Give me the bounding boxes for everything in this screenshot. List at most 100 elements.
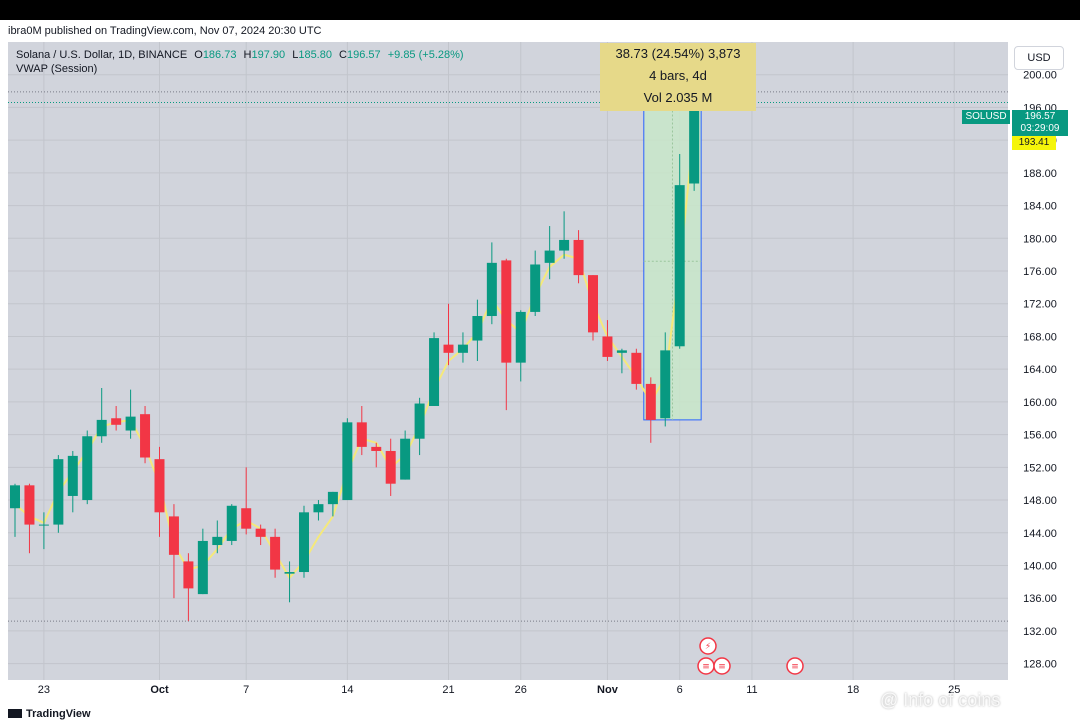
tradingview-brand: TradingView xyxy=(8,708,91,720)
legend-ohlc: Solana / U.S. Dollar, 1D, BINANCE O186.7… xyxy=(16,49,468,61)
candle-up xyxy=(197,540,208,595)
candle-up xyxy=(226,505,237,541)
price-tick-label: 144.00 xyxy=(1023,528,1057,540)
time-tick-label: 23 xyxy=(38,684,50,696)
vwap-line xyxy=(14,128,696,580)
candle-up xyxy=(313,504,324,513)
price-tick-label: 180.00 xyxy=(1023,233,1057,245)
price-tick-label: 200.00 xyxy=(1023,70,1057,82)
measure-change: 38.73 (24.54%) 3,873 xyxy=(615,46,741,61)
candle-down xyxy=(645,383,656,420)
us-economic-event-icon xyxy=(713,657,731,675)
candle-down xyxy=(573,239,584,276)
candle-up xyxy=(414,403,425,439)
legend-open: O186.73 xyxy=(194,49,237,61)
earnings-event-icon xyxy=(699,637,717,655)
legend-low: L185.80 xyxy=(292,49,332,61)
legend-close: C196.57 xyxy=(339,49,381,61)
price-tick-label: 128.00 xyxy=(1023,659,1057,671)
legend-vwap: VWAP (Session) xyxy=(16,63,101,75)
top-black-bar xyxy=(0,0,1080,20)
candle-down xyxy=(270,536,281,570)
candle-up xyxy=(400,438,411,480)
time-tick-label: 14 xyxy=(341,684,353,696)
candle-down xyxy=(168,516,179,555)
candle-up xyxy=(660,350,671,419)
candle-up xyxy=(67,455,78,496)
price-tick-label: 140.00 xyxy=(1023,560,1057,572)
time-tick-label: 6 xyxy=(677,684,683,696)
candle-up xyxy=(515,311,526,363)
candle-up xyxy=(544,250,555,263)
candle-up xyxy=(530,264,541,312)
bottom-bar xyxy=(0,706,1080,727)
price-tick-label: 136.00 xyxy=(1023,593,1057,605)
time-axis[interactable] xyxy=(8,680,1072,704)
candle-down xyxy=(255,528,266,537)
price-tick-label: 176.00 xyxy=(1023,266,1057,278)
time-tick-label: 25 xyxy=(948,684,960,696)
legend-symbol: Solana / U.S. Dollar, 1D, BINANCE xyxy=(16,49,188,61)
us-economic-event-icon-glyph: ≡ xyxy=(718,662,726,672)
candle-down xyxy=(140,414,151,458)
time-tick-label: 26 xyxy=(515,684,527,696)
price-tick-label: 152.00 xyxy=(1023,462,1057,474)
price-tick-label: 168.00 xyxy=(1023,331,1057,343)
candle-down xyxy=(443,344,454,353)
candle-down xyxy=(371,446,382,451)
candle-up xyxy=(96,419,107,437)
candle-down xyxy=(356,422,367,447)
candle-down xyxy=(241,508,252,529)
candle-down xyxy=(111,418,122,425)
candle-up xyxy=(429,338,440,406)
time-tick-label: 18 xyxy=(847,684,859,696)
vwap-price-tag: 193.41 xyxy=(1012,136,1056,150)
legend-high: H197.90 xyxy=(243,49,286,61)
time-tick-label: 7 xyxy=(243,684,249,696)
us-economic-event-icon xyxy=(786,657,804,675)
measure-bars: 4 bars, 4d xyxy=(649,68,707,83)
measure-tooltip: 38.73 (24.54%) 3,873 4 bars, 4d Vol 2.03… xyxy=(600,43,756,111)
candle-up xyxy=(284,572,295,574)
candle-up xyxy=(327,491,338,505)
candle-up xyxy=(472,316,483,341)
candle-up xyxy=(10,485,20,509)
candle-up xyxy=(82,436,93,501)
measure-volume: Vol 2.035 M xyxy=(643,90,713,105)
candle-up xyxy=(125,416,136,431)
candle-down xyxy=(385,450,396,484)
price-tick-label: 160.00 xyxy=(1023,397,1057,409)
legend-vwap-label: VWAP (Session) xyxy=(16,63,98,75)
candle-up xyxy=(689,102,700,184)
earnings-event-icon-glyph: ⚡ xyxy=(705,642,711,652)
price-tick-label: 184.00 xyxy=(1023,201,1057,213)
currency-button[interactable]: USD xyxy=(1014,46,1064,70)
time-tick-label: 21 xyxy=(442,684,454,696)
last-price-tag: 196.57 03:29:09 xyxy=(1012,110,1068,136)
tradingview-logo-icon xyxy=(8,709,22,718)
candle-down xyxy=(588,275,598,333)
candle-down xyxy=(154,459,165,513)
candle-down xyxy=(602,336,613,357)
price-tick-label: 172.00 xyxy=(1023,299,1057,311)
time-tick-label: Oct xyxy=(150,684,169,696)
price-tick-label: 148.00 xyxy=(1023,495,1057,507)
watermark: @ Info of coins xyxy=(880,690,1001,710)
last-price: 196.57 xyxy=(1024,111,1056,122)
candle-down xyxy=(24,485,35,525)
brand-label: TradingView xyxy=(26,708,91,720)
price-tick-label: 132.00 xyxy=(1023,626,1057,638)
us-economic-event-icon-glyph: ≡ xyxy=(702,662,710,672)
candle-up xyxy=(616,350,627,353)
candle-up xyxy=(342,422,353,501)
legend-change: +9.85 (+5.28%) xyxy=(387,49,464,61)
published-caption: ibra0M published on TradingView.com, Nov… xyxy=(8,25,322,37)
candle-up xyxy=(53,459,64,525)
us-economic-event-icon-glyph: ≡ xyxy=(791,662,799,672)
candle-up xyxy=(299,512,309,573)
bar-countdown: 03:29:09 xyxy=(1020,123,1060,134)
candle-up xyxy=(559,239,570,251)
candle-down xyxy=(631,352,642,384)
candle-down xyxy=(183,561,194,589)
